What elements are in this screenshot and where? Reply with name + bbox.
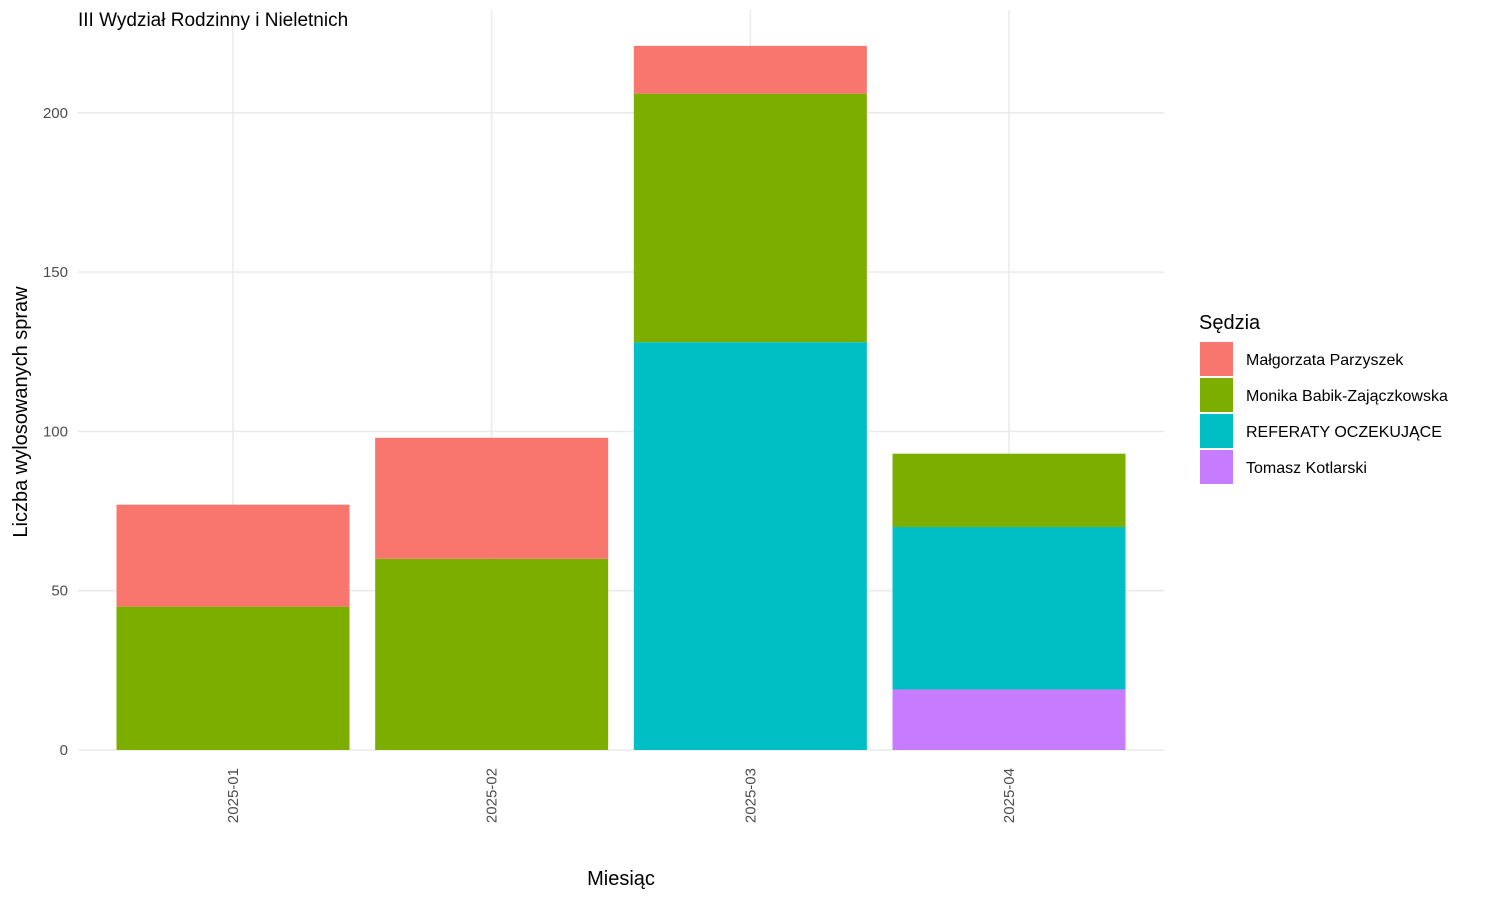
bar-segment xyxy=(633,93,867,343)
bar-segment xyxy=(892,526,1126,690)
x-tick-label: 2025-01 xyxy=(225,768,242,823)
y-tick-label: 0 xyxy=(60,742,68,759)
bar-segment xyxy=(633,342,867,750)
legend-label: Tomasz Kotlarski xyxy=(1246,460,1367,477)
legend-swatch xyxy=(1200,450,1233,484)
legend-swatch xyxy=(1200,378,1233,412)
legend-label: REFERATY OCZEKUJĄCE xyxy=(1246,424,1442,441)
x-tick-label: 2025-04 xyxy=(1001,768,1018,823)
legend: Sędzia Małgorzata Parzyszek Monika Babik-… xyxy=(1199,312,1448,484)
y-tick-label: 100 xyxy=(43,423,68,440)
bar-segment xyxy=(116,606,350,750)
legend-swatch xyxy=(1200,414,1233,448)
x-tick-label: 2025-03 xyxy=(742,768,759,823)
bar-segment xyxy=(375,558,609,750)
chart-title: III Wydział Rodzinny i Nieletnich xyxy=(78,10,348,31)
bar-segment xyxy=(892,689,1126,750)
x-tick-labels: 2025-01 2025-02 2025-03 2025-04 xyxy=(225,768,1018,823)
bar-segment xyxy=(375,437,609,559)
legend-title: Sędzia xyxy=(1199,312,1261,334)
bars-layer xyxy=(116,45,1126,750)
x-tick-label: 2025-02 xyxy=(484,768,501,823)
x-axis-title: Miesiąc xyxy=(587,868,655,890)
y-tick-label: 200 xyxy=(43,105,68,122)
y-axis-title: Liczba wylosowanych spraw xyxy=(10,286,32,538)
legend-label: Małgorzata Parzyszek xyxy=(1246,352,1404,369)
y-tick-label: 150 xyxy=(43,264,68,281)
legend-label: Monika Babik-Zajączkowska xyxy=(1246,388,1448,405)
y-tick-labels: 0 50 100 150 200 xyxy=(43,105,68,759)
y-tick-label: 50 xyxy=(51,583,68,600)
bar-segment xyxy=(116,504,350,607)
bar-segment xyxy=(892,453,1126,527)
legend-swatch xyxy=(1200,342,1233,376)
bar-segment xyxy=(633,45,867,94)
